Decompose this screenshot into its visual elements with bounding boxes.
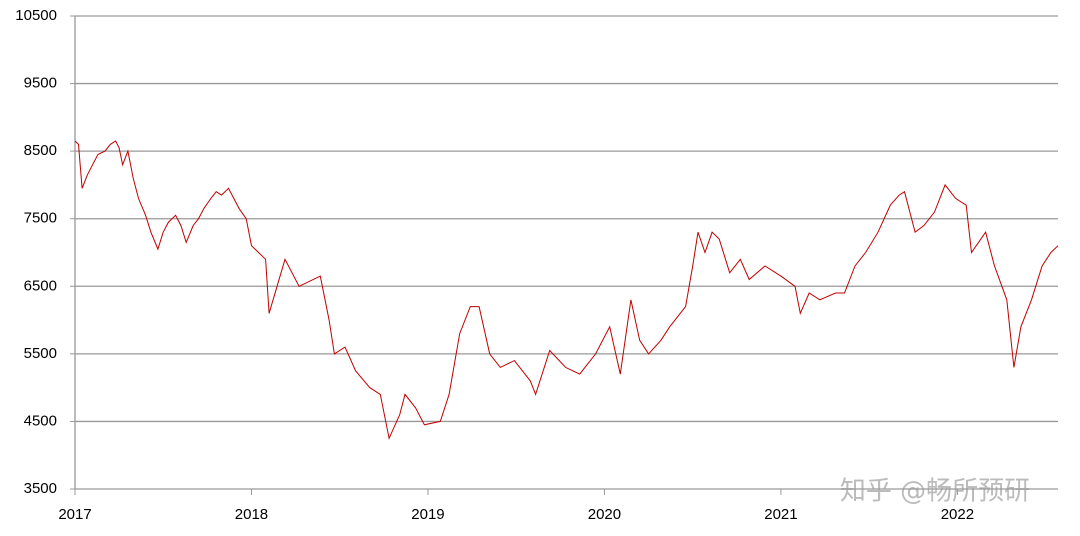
watermark: 知乎 @畅所预研 — [840, 477, 1030, 507]
y-tick-label: 5500 — [24, 345, 57, 362]
y-tick-label: 10500 — [15, 7, 57, 24]
x-tick-label: 2022 — [941, 506, 974, 523]
x-tick-label: 2021 — [764, 506, 797, 523]
y-tick-label: 7500 — [24, 210, 57, 227]
x-tick-label: 2019 — [411, 506, 444, 523]
x-tick-label: 2020 — [588, 506, 621, 523]
y-tick-label: 6500 — [24, 277, 57, 294]
x-tick-label: 2017 — [58, 506, 91, 523]
y-tick-label: 3500 — [24, 480, 57, 497]
y-tick-label: 8500 — [24, 142, 57, 159]
y-tick-label: 9500 — [24, 75, 57, 92]
line — [74, 140, 1059, 440]
x-tick-label: 2018 — [235, 506, 268, 523]
y-tick-label: 4500 — [24, 412, 57, 429]
